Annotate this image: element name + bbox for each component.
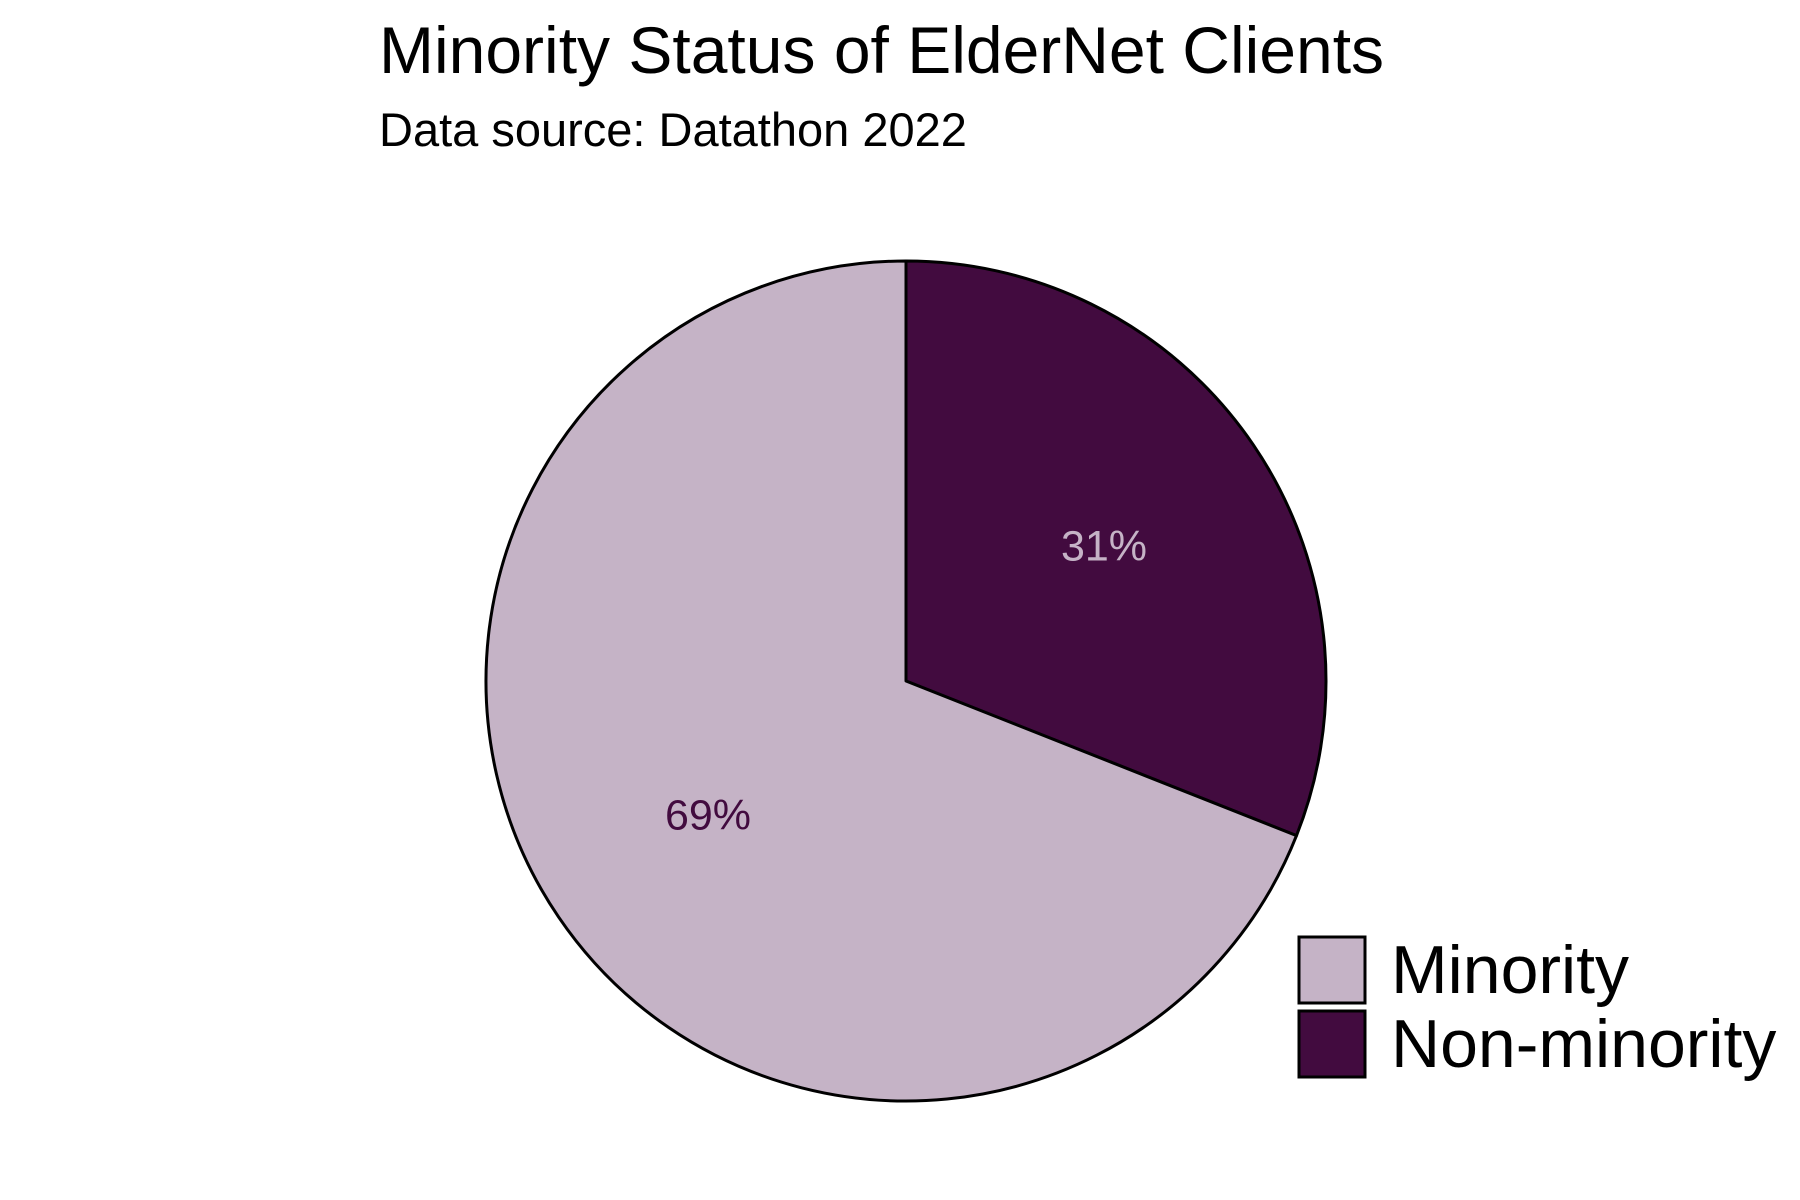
pie-slice-minority — [484, 259, 1299, 1103]
legend-label-minority: Minority — [1391, 932, 1629, 1008]
chart-subtitle: Data source: Datathon 2022 — [379, 103, 967, 156]
chart-title: Minority Status of ElderNet Clients — [379, 13, 1384, 87]
pie-slice-non-minority — [904, 259, 1328, 838]
slice-label-non-minority: 31% — [1061, 522, 1147, 570]
slice-label-minority: 69% — [665, 792, 751, 840]
slice-labels: 31% 69% — [665, 522, 1147, 839]
legend-label-non-minority: Non-minority — [1391, 1006, 1776, 1082]
pie-slices — [484, 259, 1328, 1103]
legend-swatch-non-minority — [1297, 1009, 1367, 1079]
legend-swatch-minority — [1297, 935, 1367, 1005]
